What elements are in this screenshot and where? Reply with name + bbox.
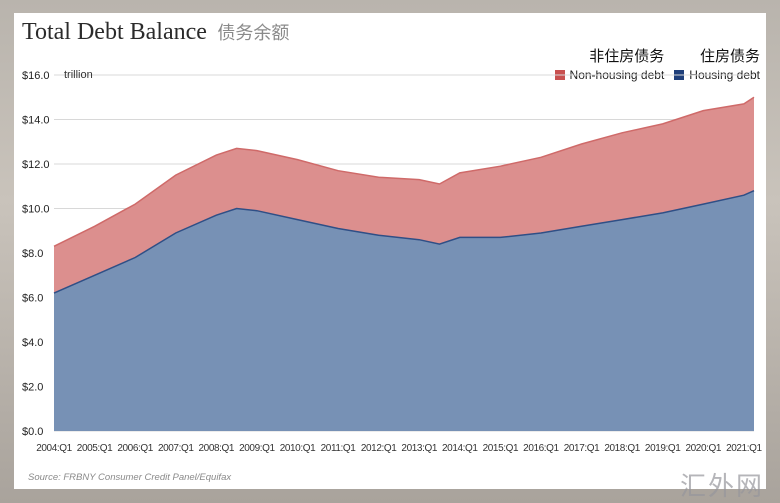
x-tick-label: 2006:Q1 — [117, 443, 153, 454]
x-tick-label: 2005:Q1 — [77, 443, 113, 454]
x-tick-label: 2004:Q1 — [36, 443, 72, 454]
line-housing-debt — [53, 190, 755, 294]
y-tick-label: $8.0 — [22, 248, 43, 260]
chart-title: Total Debt Balance — [22, 19, 207, 45]
x-tick-label: 2016:Q1 — [523, 443, 559, 454]
x-tick-labels: 2004:Q1 2005:Q1 2006:Q1 2007:Q1 2008:Q1 2009:… — [36, 443, 763, 454]
area-non-housing-debt — [54, 97, 754, 293]
x-tick-label: 2015:Q1 — [483, 443, 519, 454]
y-tick-labels: $0.0 $2.0 $4.0 $6.0 $8.0 $10.0 $12.0 $14.0 $16.0 — [22, 70, 50, 438]
y-tick-label: $16.0 — [22, 70, 50, 82]
x-tick-label: 2021:Q1 — [726, 443, 762, 454]
source-note: Source: FRBNY Consumer Credit Panel/Equi… — [28, 472, 232, 483]
unit-label: trillion — [64, 69, 93, 81]
area-series — [53, 96, 755, 431]
legend-housing-cn: 住房债务 — [699, 47, 760, 65]
x-tick-label: 2020:Q1 — [685, 443, 721, 454]
chart-plot: $0.0 $2.0 $4.0 $6.0 $8.0 $10.0 $12.0 $14.0 $16.0… — [22, 69, 763, 454]
line-total-debt — [53, 96, 755, 247]
x-tick-label: 2014:Q1 — [442, 443, 478, 454]
x-tick-label: 2017:Q1 — [564, 443, 600, 454]
y-tick-label: $4.0 — [22, 337, 43, 349]
y-tick-label: $10.0 — [22, 204, 50, 216]
y-tick-label: $0.0 — [22, 426, 43, 438]
watermark-logo: 汇外网 — [679, 472, 764, 502]
x-tick-label: 2019:Q1 — [645, 443, 681, 454]
area-housing-debt — [54, 190, 754, 431]
x-tick-label: 2012:Q1 — [361, 443, 397, 454]
x-tick-label: 2013:Q1 — [401, 443, 437, 454]
x-tick-label: 2010:Q1 — [280, 443, 316, 454]
y-tick-label: $6.0 — [22, 293, 43, 305]
chart-card: Total Debt Balance 债务余额 非住房债务 Non-housin… — [14, 13, 766, 489]
x-tick-label: 2008:Q1 — [199, 443, 235, 454]
x-tick-label: 2007:Q1 — [158, 443, 194, 454]
legend-non-housing-cn: 非住房债务 — [589, 47, 665, 65]
y-tick-label: $2.0 — [22, 382, 43, 394]
y-tick-label: $14.0 — [22, 115, 50, 127]
x-tick-label: 2011:Q1 — [321, 443, 357, 454]
y-tick-label: $12.0 — [22, 159, 50, 171]
chart-title-cn: 债务余额 — [217, 23, 290, 44]
x-tick-label: 2009:Q1 — [239, 443, 275, 454]
title-row: Total Debt Balance 债务余额 — [22, 19, 289, 46]
x-tick-label: 2018:Q1 — [604, 443, 640, 454]
